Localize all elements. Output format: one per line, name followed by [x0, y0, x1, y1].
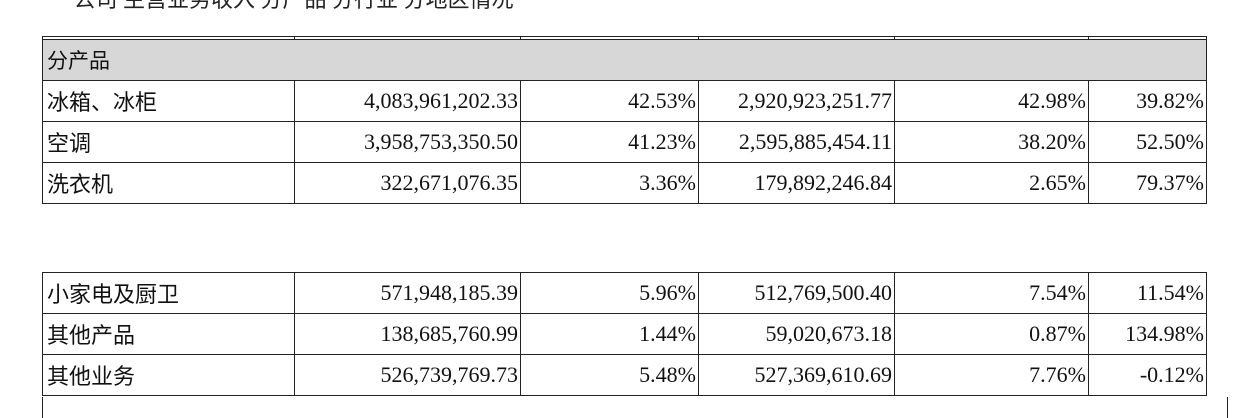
revenue-cell: 571,948,185.39	[294, 272, 521, 314]
table-row: 洗衣机 322,671,076.35 3.36% 179,892,246.84 2.65…	[42, 162, 1207, 204]
revenue-cell: 322,671,076.35	[294, 162, 521, 204]
product-revenue-table-bottom: 小家电及厨卫 571,948,185.39 5.96% 512,769,500.40 7…	[42, 272, 1207, 396]
cut-off-heading: 一 公司 主营业务收入 分产品 分行业 分地区情况	[0, 0, 1240, 12]
change-cell: 11.54%	[1088, 272, 1207, 314]
revenue-cell: 4,083,961,202.33	[294, 80, 521, 122]
revenue-share-cell: 5.96%	[520, 272, 699, 314]
cost-cell: 2,920,923,251.77	[698, 80, 895, 122]
revenue-cell: 526,739,769.73	[294, 354, 521, 396]
revenue-share-cell: 41.23%	[520, 121, 699, 163]
cost-share-cell: 2.65%	[894, 162, 1089, 204]
change-cell: 39.82%	[1088, 80, 1207, 122]
cost-cell: 2,595,885,454.11	[698, 121, 895, 163]
change-cell: 52.50%	[1088, 121, 1207, 163]
revenue-share-cell: 5.48%	[520, 354, 699, 396]
cost-cell: 179,892,246.84	[698, 162, 895, 204]
change-cell: -0.12%	[1088, 354, 1207, 396]
row-name-cell: 洗衣机	[42, 162, 295, 204]
row-name-cell: 其他产品	[42, 313, 295, 355]
section-header-label: 分产品	[42, 39, 1207, 81]
row-name-cell: 小家电及厨卫	[42, 272, 295, 314]
revenue-cell: 138,685,760.99	[294, 313, 521, 355]
table-row: 其他产品 138,685,760.99 1.44% 59,020,673.18 0.87…	[42, 313, 1207, 355]
table-row: 其他业务 526,739,769.73 5.48% 527,369,610.69 7.7…	[42, 354, 1207, 396]
row-name-cell: 其他业务	[42, 354, 295, 396]
row-name-cell: 冰箱、冰柜	[42, 80, 295, 122]
revenue-share-cell: 42.53%	[520, 80, 699, 122]
revenue-cell: 3,958,753,350.50	[294, 121, 521, 163]
cost-cell: 59,020,673.18	[698, 313, 895, 355]
table-continuation-edge	[42, 397, 1228, 418]
table-row: 空调 3,958,753,350.50 41.23% 2,595,885,454.11…	[42, 121, 1207, 163]
section-header-row: 分产品	[42, 39, 1207, 81]
table-bottom-body: 小家电及厨卫 571,948,185.39 5.96% 512,769,500.40 7…	[42, 272, 1207, 396]
change-cell: 134.98%	[1088, 313, 1207, 355]
cost-share-cell: 7.76%	[894, 354, 1089, 396]
product-revenue-table-top: 分产品 冰箱、冰柜 4,083,961,202.33 42.53% 2,920,923…	[42, 36, 1207, 204]
revenue-share-cell: 1.44%	[520, 313, 699, 355]
revenue-share-cell: 3.36%	[520, 162, 699, 204]
table-top-body: 冰箱、冰柜 4,083,961,202.33 42.53% 2,920,923,251…	[42, 80, 1207, 204]
table-row: 冰箱、冰柜 4,083,961,202.33 42.53% 2,920,923,251…	[42, 80, 1207, 122]
cost-cell: 527,369,610.69	[698, 354, 895, 396]
cost-share-cell: 42.98%	[894, 80, 1089, 122]
row-name-cell: 空调	[42, 121, 295, 163]
cut-off-heading-text: 一 公司 主营业务收入 分产品 分行业 分地区情况	[46, 0, 514, 12]
table-row: 小家电及厨卫 571,948,185.39 5.96% 512,769,500.40 7…	[42, 272, 1207, 314]
cost-share-cell: 38.20%	[894, 121, 1089, 163]
change-cell: 79.37%	[1088, 162, 1207, 204]
cost-cell: 512,769,500.40	[698, 272, 895, 314]
cost-share-cell: 7.54%	[894, 272, 1089, 314]
cost-share-cell: 0.87%	[894, 313, 1089, 355]
